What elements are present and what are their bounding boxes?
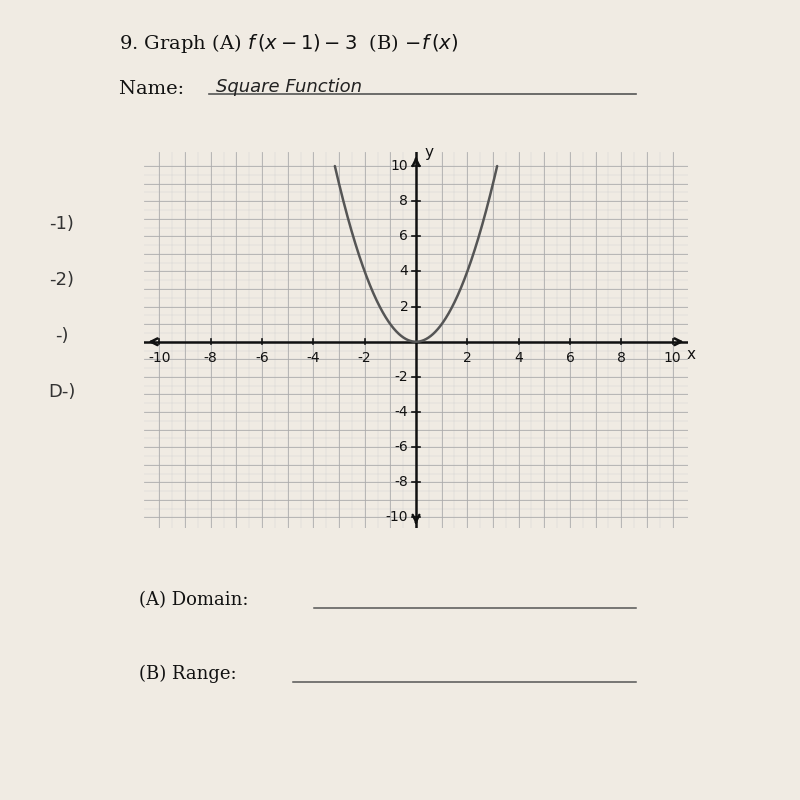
- Text: 10: 10: [664, 351, 682, 366]
- Text: -1): -1): [49, 215, 74, 233]
- Text: (B) Range:: (B) Range:: [139, 664, 237, 682]
- Text: x: x: [686, 346, 695, 362]
- Text: -10: -10: [386, 510, 408, 525]
- Text: 10: 10: [390, 159, 408, 173]
- Text: 6: 6: [399, 230, 408, 243]
- Text: 4: 4: [514, 351, 523, 366]
- Text: -2): -2): [49, 271, 74, 289]
- Text: -): -): [55, 327, 68, 345]
- Text: y: y: [424, 145, 434, 159]
- Text: -6: -6: [255, 351, 269, 366]
- Text: Square Function: Square Function: [216, 78, 362, 96]
- Text: -8: -8: [394, 475, 408, 490]
- Text: 4: 4: [399, 265, 408, 278]
- Text: 9. Graph (A) $f\,(x-1)-3$  (B) $-f\,(x)$: 9. Graph (A) $f\,(x-1)-3$ (B) $-f\,(x)$: [118, 31, 458, 54]
- Text: -4: -4: [306, 351, 320, 366]
- Text: -10: -10: [148, 351, 170, 366]
- Text: -4: -4: [394, 405, 408, 419]
- Text: -8: -8: [204, 351, 218, 366]
- Text: (A) Domain:: (A) Domain:: [139, 591, 248, 609]
- Text: 2: 2: [399, 300, 408, 314]
- Text: -2: -2: [394, 370, 408, 384]
- Text: -2: -2: [358, 351, 371, 366]
- Text: 6: 6: [566, 351, 574, 366]
- Text: D-): D-): [48, 383, 75, 401]
- Text: Name:: Name:: [118, 81, 190, 98]
- Text: 8: 8: [617, 351, 626, 366]
- Text: -6: -6: [394, 440, 408, 454]
- Text: 2: 2: [463, 351, 472, 366]
- Text: 8: 8: [399, 194, 408, 208]
